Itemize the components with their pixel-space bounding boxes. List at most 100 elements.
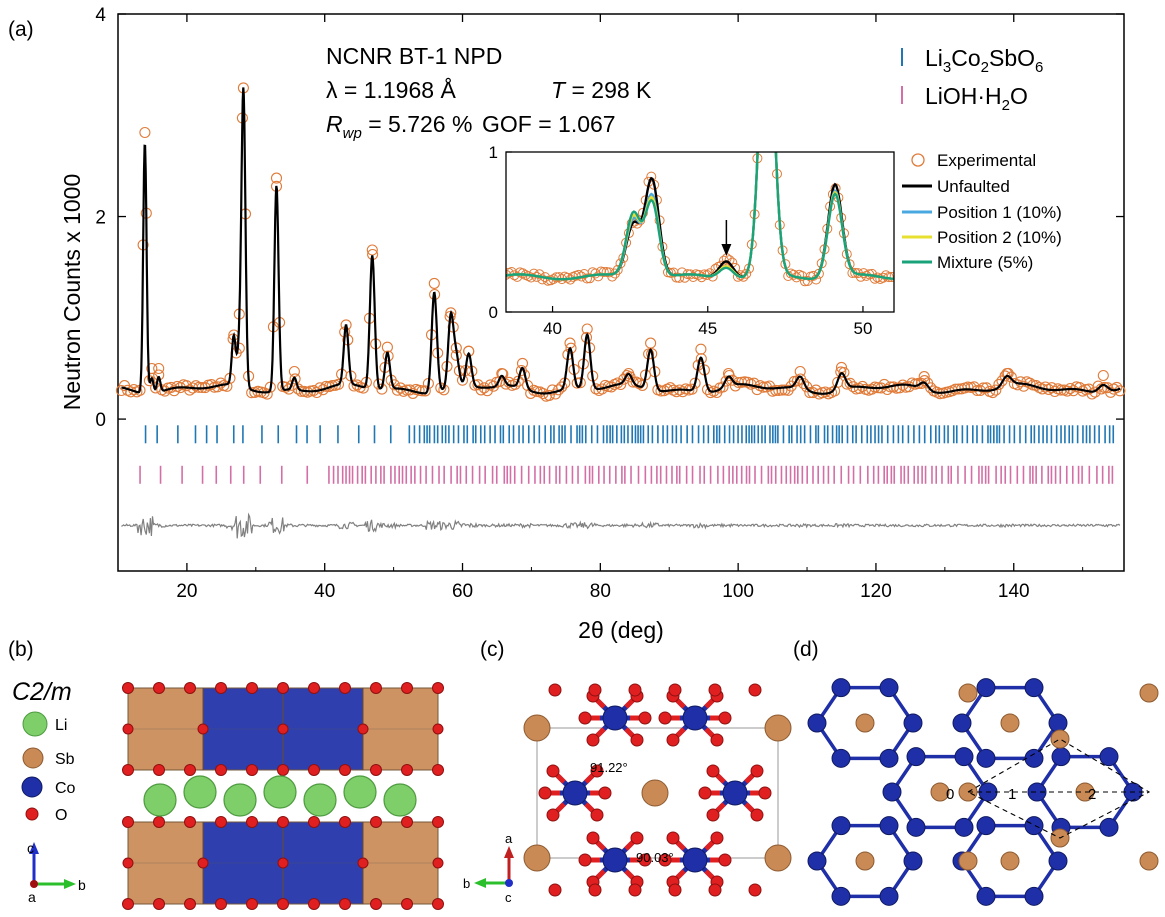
o-atom — [153, 816, 165, 828]
o-atom — [153, 898, 165, 910]
legend-label-experimental: Experimental — [937, 151, 1036, 170]
layered-structure — [122, 682, 444, 910]
o-atom — [586, 831, 600, 845]
sb-atom — [958, 683, 978, 703]
o-atom — [197, 857, 209, 869]
o-atom — [432, 764, 444, 776]
panel-label-c: (c) — [480, 638, 505, 661]
inset-experimental-point — [573, 269, 584, 280]
inset-experimental-point — [598, 267, 609, 277]
co-atom — [906, 817, 926, 837]
experimental-point — [246, 387, 258, 399]
inset-legend: Experimental Unfaulted Position 1 (10%) … — [902, 151, 1062, 272]
co-atom — [879, 816, 899, 836]
angle-label-1: 91.22° — [590, 760, 628, 775]
legend-label-position1: Position 1 (10%) — [937, 203, 1062, 222]
inset-x-tick-label: 50 — [853, 319, 872, 338]
experimental-point — [1111, 381, 1123, 393]
o-atom — [401, 682, 413, 694]
o-atom — [708, 883, 722, 897]
axis-triad-c: a b c — [463, 831, 514, 905]
li-atom — [223, 783, 257, 817]
co-atom — [807, 851, 827, 871]
site-label-0: 0 — [946, 786, 954, 803]
honeycomb-lattice-view: 0 1 2 — [807, 678, 1159, 906]
o-atom — [588, 683, 602, 697]
sb-atom — [764, 844, 792, 872]
o-atom — [246, 898, 258, 910]
o-atom — [153, 682, 165, 694]
experimental-peak-point — [146, 362, 158, 375]
co-atom — [954, 747, 974, 767]
axis-a-label: a — [28, 889, 36, 905]
o-atom — [277, 764, 289, 776]
o-atom — [588, 883, 602, 897]
inset-experimental-point — [797, 271, 808, 281]
sb-legend-sphere — [22, 747, 44, 769]
sb-atom — [1000, 713, 1020, 733]
y-tick-label: 4 — [95, 5, 106, 26]
o-atom — [432, 816, 444, 828]
experimental-point — [332, 378, 345, 390]
o-atom — [339, 682, 351, 694]
y-axis-label: Neutron Counts x 1000 — [59, 174, 85, 411]
o-atom — [432, 857, 444, 869]
co-atom — [1048, 851, 1068, 871]
inset-y-tick-label: 1 — [489, 143, 498, 162]
experimental-peak-point — [366, 244, 378, 256]
co-atom — [1048, 713, 1068, 733]
co-atom — [602, 847, 628, 873]
site-label-1: 1 — [1008, 786, 1016, 803]
o-atom — [586, 733, 600, 747]
experimental-point — [729, 380, 741, 392]
o-atom — [748, 883, 762, 897]
o-atom — [546, 764, 560, 778]
inset-plot-layer — [506, 107, 894, 287]
o-atom — [750, 808, 764, 822]
experimental-peak-point — [139, 126, 151, 139]
o-atom — [370, 898, 382, 910]
inset-experimental-point — [770, 107, 779, 116]
experimental-point — [720, 375, 732, 387]
li-atom — [343, 775, 377, 809]
experimental-point — [776, 384, 788, 396]
crystal-structure-top-view: 91.22° 90.03° a b c — [463, 683, 792, 905]
li-atom — [303, 783, 337, 817]
sb-atom — [523, 844, 551, 872]
o-atom — [432, 682, 444, 694]
calculated-profile-line — [121, 87, 1121, 395]
unit-cell-outline — [536, 727, 779, 859]
experimental-point — [1061, 385, 1073, 397]
rwp-label: Rwp = 5.726 % — [326, 111, 472, 142]
o-atom — [184, 898, 196, 910]
experimental-point — [977, 382, 989, 394]
o-atom — [277, 816, 289, 828]
experimental-point — [844, 377, 856, 389]
o-atom — [246, 682, 258, 694]
co-atom — [1027, 782, 1047, 802]
o-atom — [184, 682, 196, 694]
sb-atom — [1139, 683, 1159, 703]
co-atom — [807, 713, 827, 733]
experimental-peak-point — [794, 365, 806, 378]
co-atom — [1099, 747, 1119, 767]
co-legend-sphere — [21, 776, 43, 798]
co-atom — [602, 705, 628, 731]
temperature-label: T = 298 K — [551, 77, 652, 103]
instrument-label: NCNR BT-1 NPD — [326, 43, 502, 69]
co-atom — [831, 748, 851, 768]
li-atom — [183, 775, 217, 809]
experimental-peak-point — [153, 362, 165, 375]
sb-atom — [1050, 729, 1070, 749]
x-tick-label: 100 — [722, 581, 754, 602]
co-atom — [976, 678, 996, 698]
o-atom — [698, 786, 712, 800]
sb-atom — [930, 782, 950, 802]
experimental-peak-point — [1001, 367, 1013, 380]
site-label-2: 2 — [1088, 786, 1096, 803]
axis-triad-b: c a b — [27, 840, 86, 905]
inset-frame — [505, 151, 895, 313]
panel-label-d: (d) — [793, 638, 819, 661]
co-atom — [831, 678, 851, 698]
